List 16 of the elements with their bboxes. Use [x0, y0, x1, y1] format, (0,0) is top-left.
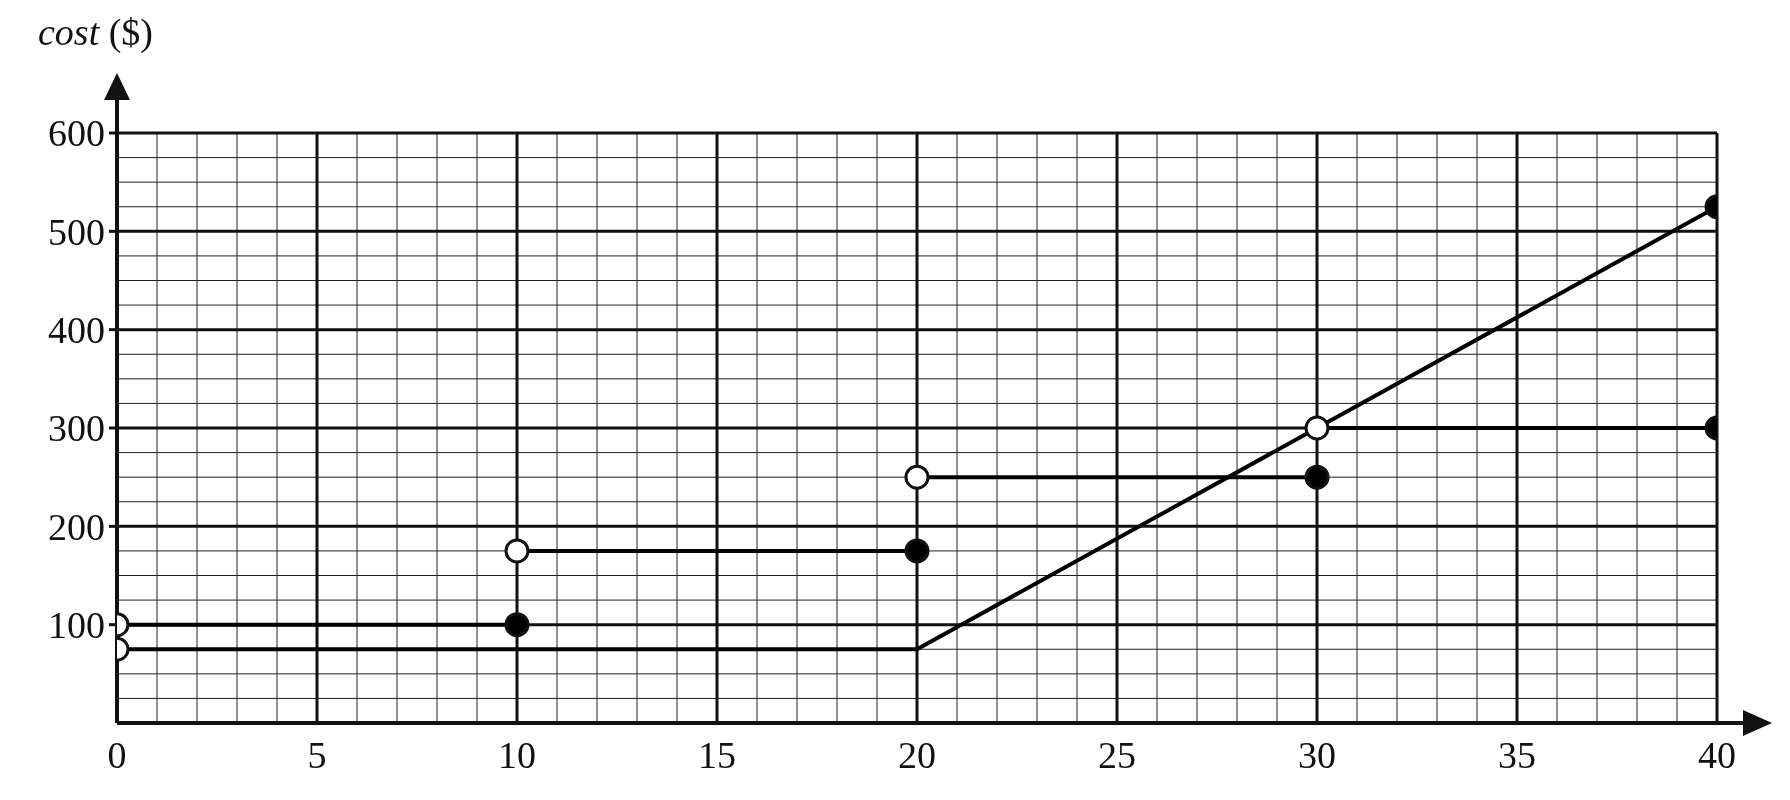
y-tick-label: 500	[48, 210, 105, 253]
x-tick-label: 10	[498, 733, 536, 776]
x-tick-label: 30	[1298, 733, 1336, 776]
y-tick-label: 600	[48, 112, 105, 155]
y-tick-label: 100	[48, 604, 105, 647]
x-tick-label: 25	[1098, 733, 1136, 776]
x-tick-label: 35	[1498, 733, 1536, 776]
y-tick-label: 400	[48, 309, 105, 352]
x-tick-label: 15	[698, 733, 736, 776]
x-tick-label: 5	[307, 733, 327, 776]
x-tick-label: 20	[898, 733, 936, 776]
x-tick-label: 0	[107, 733, 127, 776]
y-axis-title: cost ($)	[38, 11, 154, 54]
x-tick-label: 40	[1698, 733, 1736, 776]
y-tick-label: 300	[48, 407, 105, 450]
y-tick-label: 200	[48, 505, 105, 548]
